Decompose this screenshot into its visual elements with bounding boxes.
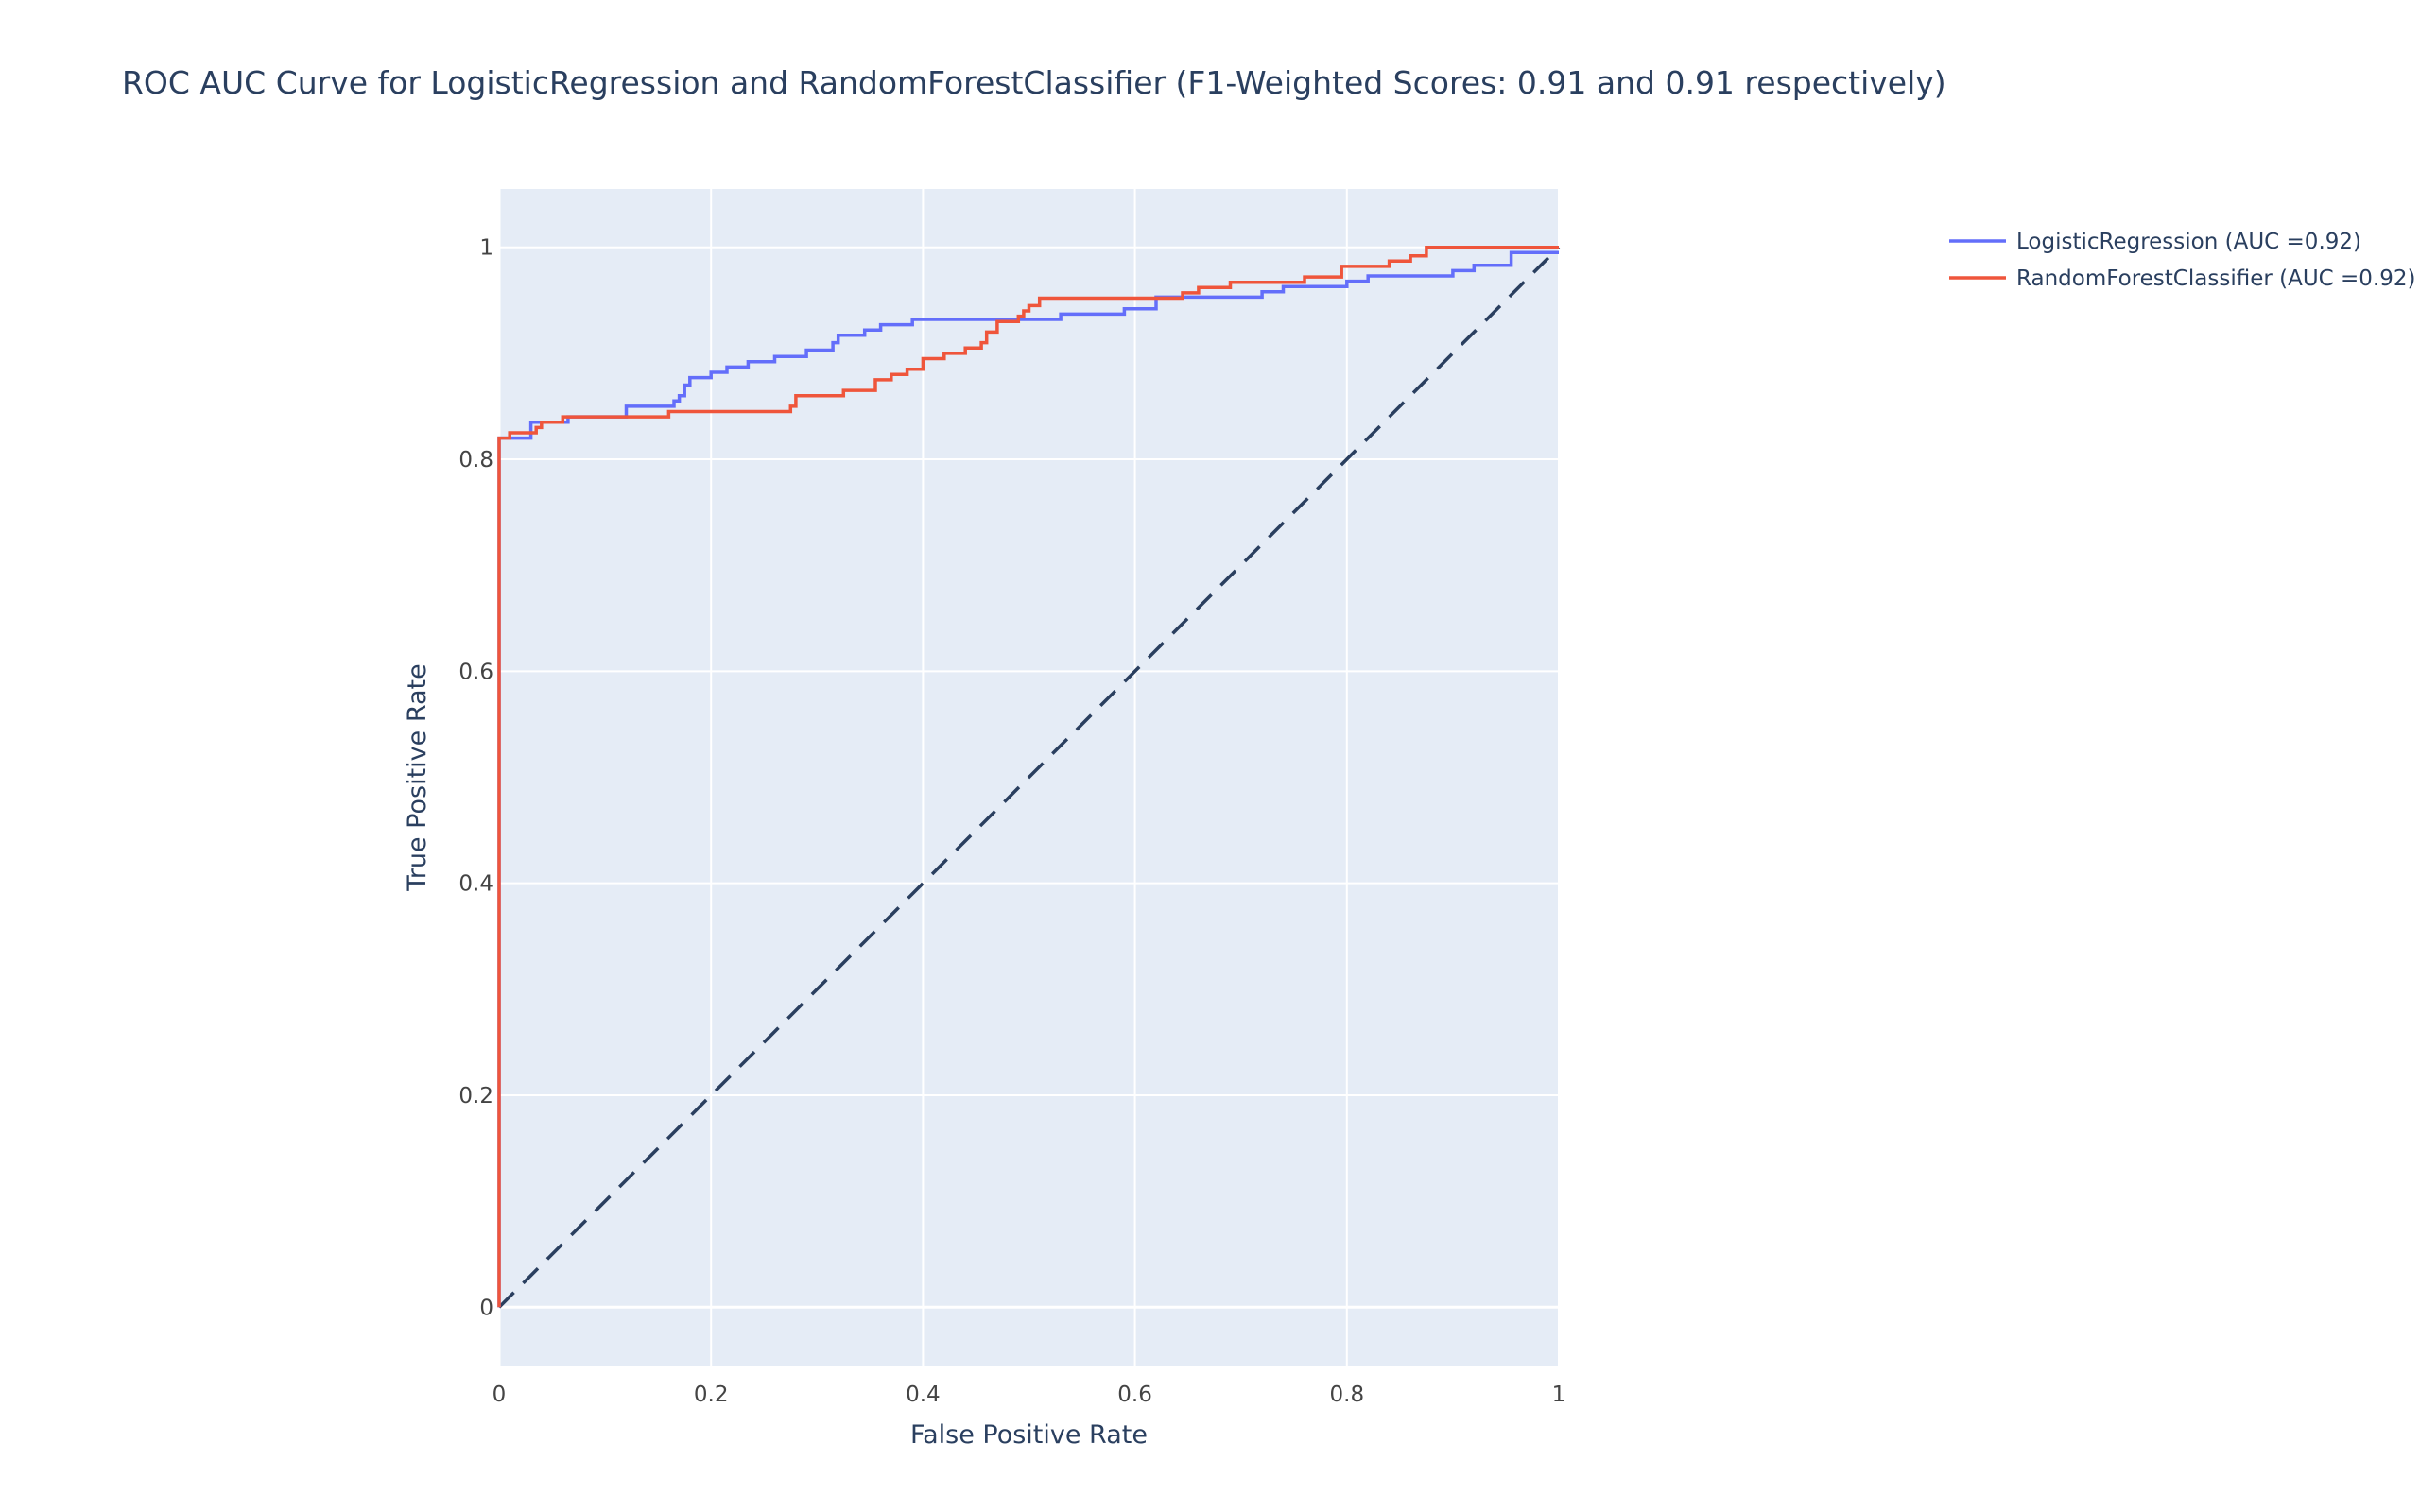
- series-line-random-forest[interactable]: [497, 245, 1559, 1308]
- x-tick-label: 0.6: [1117, 1383, 1152, 1407]
- legend[interactable]: LogisticRegression (AUC =0.92) RandomFore…: [1949, 230, 2415, 291]
- chart-title: ROC AUC Curve for LogisticRegression and…: [122, 64, 1946, 101]
- grid-lines: [497, 189, 1560, 1366]
- y-tick-label: 0.8: [458, 448, 493, 472]
- y-tick-label: 0.2: [458, 1084, 493, 1108]
- series-line-logistic-regression[interactable]: [497, 250, 1559, 1308]
- legend-item-random-forest[interactable]: RandomForestClassifier (AUC =0.92): [1949, 266, 2415, 291]
- y-tick-label: 0.4: [458, 872, 493, 897]
- legend-item-logistic-regression[interactable]: LogisticRegression (AUC =0.92): [1949, 230, 2361, 254]
- y-tick-label: 0.6: [458, 660, 493, 684]
- y-axis-title: True Positive Rate: [403, 663, 432, 892]
- y-tick-label: 0: [479, 1296, 493, 1320]
- x-tick-label: 0.4: [906, 1383, 941, 1407]
- x-tick-label: 1: [1552, 1383, 1566, 1407]
- x-tick-label: 0: [493, 1383, 507, 1407]
- x-axis-title: False Positive Rate: [910, 1420, 1148, 1450]
- x-axis-ticks: 0 0.2 0.4 0.6 0.8 1: [493, 1383, 1566, 1407]
- y-tick-label: 1: [479, 236, 493, 261]
- x-tick-label: 0.2: [694, 1383, 729, 1407]
- legend-label: RandomForestClassifier (AUC =0.92): [2016, 266, 2415, 291]
- series-group: [497, 245, 1559, 1308]
- reference-line-group: [497, 246, 1561, 1309]
- reference-diagonal-line: [497, 246, 1561, 1309]
- x-tick-label: 0.8: [1330, 1383, 1365, 1407]
- y-axis-ticks: 0 0.2 0.4 0.6 0.8 1: [458, 236, 493, 1321]
- legend-label: LogisticRegression (AUC =0.92): [2016, 230, 2361, 254]
